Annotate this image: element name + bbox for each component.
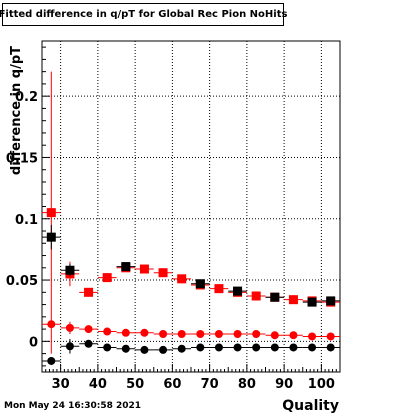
circle-marker bbox=[270, 331, 279, 340]
square-marker bbox=[158, 268, 168, 278]
circle-marker bbox=[308, 332, 317, 341]
square-marker bbox=[139, 264, 149, 274]
axes: 30 40 50 60 70 80 90 100 0 0.05 0.1 0.15 0.2 bbox=[6, 40, 341, 392]
circle-marker bbox=[159, 345, 168, 354]
square-marker bbox=[251, 291, 261, 301]
circle-marker bbox=[289, 343, 298, 352]
square-marker bbox=[326, 296, 336, 306]
circle-marker bbox=[270, 343, 279, 352]
circle-marker bbox=[177, 329, 186, 338]
y-tick-label: 0 bbox=[29, 335, 38, 350]
y-tick-label: 0.2 bbox=[15, 90, 38, 105]
circle-marker bbox=[252, 343, 261, 352]
square-marker bbox=[214, 284, 224, 294]
square-marker bbox=[307, 297, 317, 307]
circle-marker bbox=[233, 329, 242, 338]
circle-marker bbox=[140, 328, 149, 337]
square-marker bbox=[46, 232, 56, 242]
x-tick-label: 60 bbox=[163, 377, 181, 392]
y-tick-label: 0.05 bbox=[6, 274, 38, 289]
circle-marker bbox=[214, 329, 223, 338]
square-marker bbox=[65, 265, 75, 275]
circle-marker bbox=[177, 344, 186, 353]
x-tick-label: 30 bbox=[52, 377, 70, 392]
x-tick-label: 80 bbox=[238, 377, 256, 392]
circle-marker bbox=[214, 343, 223, 352]
circle-marker bbox=[326, 343, 335, 352]
circle-marker bbox=[121, 344, 130, 353]
x-tick-label: 90 bbox=[275, 377, 293, 392]
square-marker bbox=[84, 287, 94, 297]
circle-marker bbox=[233, 343, 242, 352]
circle-marker bbox=[65, 342, 74, 351]
circle-marker bbox=[103, 327, 112, 336]
circle-marker bbox=[159, 329, 168, 338]
square-marker bbox=[233, 286, 243, 296]
grid-lines bbox=[42, 41, 340, 372]
circle-marker bbox=[47, 320, 56, 329]
square-marker bbox=[102, 273, 112, 283]
data-markers bbox=[42, 71, 340, 365]
circle-marker bbox=[326, 332, 335, 341]
square-marker bbox=[288, 295, 298, 305]
square-marker bbox=[195, 279, 205, 289]
x-tick-label: 50 bbox=[126, 377, 144, 392]
x-tick-label: 70 bbox=[201, 377, 219, 392]
circle-marker bbox=[289, 331, 298, 340]
circle-marker bbox=[252, 329, 261, 338]
x-axis-label: Quality bbox=[282, 398, 339, 414]
circle-marker bbox=[65, 323, 74, 332]
x-tick-label: 100 bbox=[308, 377, 335, 392]
circle-marker bbox=[196, 343, 205, 352]
y-tick-label: 0.1 bbox=[15, 213, 38, 228]
circle-marker bbox=[196, 329, 205, 338]
x-tick-label: 40 bbox=[89, 377, 107, 392]
timestamp: Mon May 24 16:30:58 2021 bbox=[4, 401, 142, 411]
square-marker bbox=[177, 274, 187, 284]
chart-title-box: Fitted difference in q/pT for Global Rec… bbox=[0, 3, 288, 26]
circle-marker bbox=[84, 325, 93, 334]
circle-marker bbox=[103, 343, 112, 352]
circle-marker bbox=[121, 328, 130, 337]
square-marker bbox=[121, 262, 131, 272]
y-axis-label: difference in q/pT bbox=[9, 46, 24, 175]
y-tick-label: 0.15 bbox=[6, 151, 38, 166]
chart-title: Fitted difference in q/pT for Global Rec… bbox=[0, 9, 288, 20]
circle-marker bbox=[140, 345, 149, 354]
circle-marker bbox=[84, 339, 93, 348]
square-marker bbox=[270, 292, 280, 302]
circle-marker bbox=[308, 343, 317, 352]
square-marker bbox=[46, 208, 56, 218]
circle-marker bbox=[47, 356, 56, 365]
